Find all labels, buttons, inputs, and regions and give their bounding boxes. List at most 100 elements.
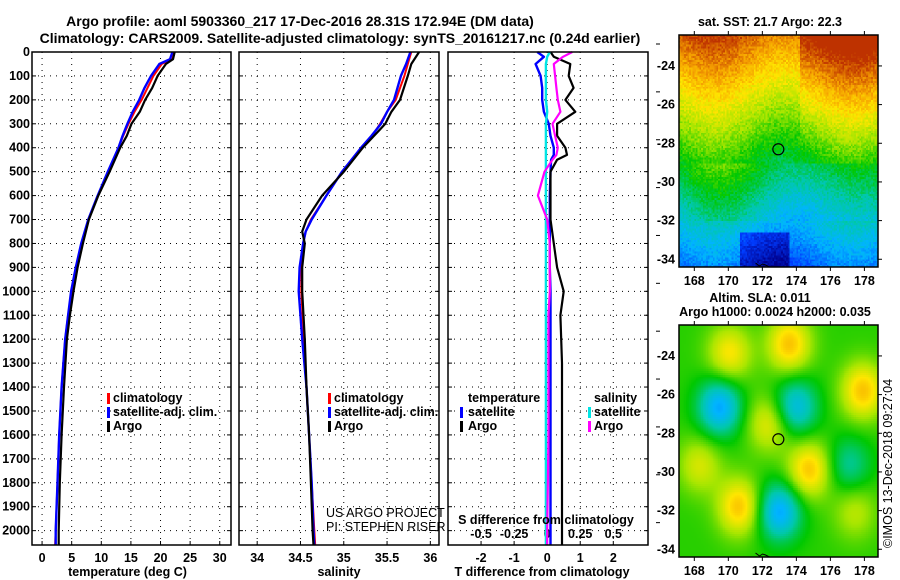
- float-location-marker: [772, 143, 785, 156]
- y-tick-label: 2000: [2, 524, 30, 538]
- x-tick-label: 35: [337, 551, 351, 565]
- x-axis-label: salinity: [317, 565, 360, 579]
- lat-tick-label: -34: [657, 542, 675, 556]
- lon-tick-label: 174: [786, 564, 807, 578]
- coastline: [755, 552, 770, 558]
- lat-tick-label: -24: [657, 349, 675, 363]
- lat-tick-label: -26: [657, 388, 675, 402]
- difference-panel: -2 -1 0 1 2-0.5 -0.25 0 0.25 0.5T difference fro…: [447, 43, 660, 579]
- salinity-panel: 34 34.5 35 35.5 36 salinity: [238, 51, 440, 579]
- series-line-climatology: [300, 51, 413, 546]
- s-diff-tick-label: 0.5: [605, 527, 622, 541]
- map-axes: 168 170 172 174 176 178 -24 -26 -28 -30 -32 -34: [657, 321, 882, 578]
- legend-label-t-satellite: satellite: [468, 405, 515, 419]
- lon-tick-label: 168: [684, 564, 705, 578]
- title-line-1: Argo profile: aoml 5903360_217 17-Dec-20…: [66, 13, 534, 29]
- lon-tick-label: 176: [820, 274, 841, 288]
- lat-tick-label: -26: [657, 98, 675, 112]
- x-tick-label: 15: [124, 551, 138, 565]
- x-tick-label: 35.5: [375, 551, 399, 565]
- lon-tick-label: 172: [752, 274, 773, 288]
- series-line-satellite-adj-clim-: [297, 51, 412, 546]
- x-tick-label: 34.5: [288, 551, 312, 565]
- legend-header-salinity: salinity: [594, 391, 637, 405]
- series-line-t-argo: [549, 51, 577, 545]
- lat-tick-label: -30: [657, 465, 675, 479]
- temperature-legend: climatology satellite-adj. clim. Argo: [107, 391, 217, 433]
- legend-label-climatology: climatology: [113, 391, 183, 405]
- difference-legend: temperature satellite Argo salinity sate…: [460, 391, 641, 433]
- y-tick-label: 700: [9, 213, 30, 227]
- legend-label-argo: Argo: [334, 419, 364, 433]
- x-tick-label: 1: [577, 551, 584, 565]
- x-tick-label: 2: [610, 551, 617, 565]
- lon-tick-label: 176: [820, 564, 841, 578]
- plot-frame: [238, 51, 440, 546]
- lon-tick-label: 172: [752, 564, 773, 578]
- x-tick-label: 0: [544, 551, 551, 565]
- series-line-s-satellite: [544, 51, 551, 545]
- series-line-s-argo: [536, 51, 573, 545]
- title-line-2: Climatology: CARS2009. Satellite-adjuste…: [40, 30, 641, 46]
- plot-frame: [31, 51, 232, 546]
- legend-swatch-argo: [107, 421, 110, 432]
- y-tick-label: 1900: [2, 500, 30, 514]
- legend-swatch-climatology: [107, 393, 110, 404]
- x-axis-label: T difference from climatology: [454, 565, 629, 579]
- series-line-argo: [301, 51, 421, 546]
- legend-swatch-s-argo: [588, 421, 591, 432]
- x-tick-label: -1: [509, 551, 520, 565]
- x-tick-label: 0: [39, 551, 46, 565]
- y-tick-label: 500: [9, 165, 30, 179]
- legend-label-climatology: climatology: [334, 391, 404, 405]
- legend-label-argo: Argo: [113, 419, 143, 433]
- legend-swatch-argo: [328, 421, 331, 432]
- map-axes: 168 170 172 174 176 178 -24 -26 -28 -30 -32 -34: [657, 31, 882, 288]
- map-frame: [678, 324, 879, 558]
- legend-header-temperature: temperature: [468, 391, 540, 405]
- legend-label-t-argo: Argo: [468, 419, 498, 433]
- sst-map-title: sat. SST: 21.7 Argo: 22.3: [698, 15, 842, 29]
- x-tick-label: 34: [250, 551, 264, 565]
- credit-line-2: PI: STEPHEN RISER: [326, 520, 445, 534]
- y-tick-label: 600: [9, 189, 30, 203]
- temperature-panel: 0100200300400500600700800900100011001200…: [2, 45, 232, 579]
- imos-footer: ©IMOS 13-Dec-2018 09:27:04: [881, 379, 895, 548]
- x-tick-label: 36: [423, 551, 437, 565]
- legend-label-satellite: satellite-adj. clim.: [113, 405, 217, 419]
- y-tick-label: 1200: [2, 332, 30, 346]
- lon-tick-label: 178: [854, 564, 875, 578]
- y-tick-label: 900: [9, 260, 30, 274]
- x-tick-label: -2: [475, 551, 486, 565]
- y-tick-label: 1500: [2, 404, 30, 418]
- legend-swatch-s-satellite: [588, 407, 591, 418]
- legend-swatch-t-argo: [460, 421, 463, 432]
- y-tick-label: 300: [9, 117, 30, 131]
- y-tick-label: 1600: [2, 428, 30, 442]
- sla-map-title-2: Argo h1000: 0.0024 h2000: 0.035: [679, 305, 871, 319]
- lat-tick-label: -34: [657, 252, 675, 266]
- s-diff-tick-label: 0.25: [568, 527, 592, 541]
- legend-swatch-satellite: [328, 407, 331, 418]
- lon-tick-label: 170: [718, 564, 739, 578]
- lon-tick-label: 174: [786, 274, 807, 288]
- lat-tick-label: -32: [657, 214, 675, 228]
- x-tick-label: 20: [154, 551, 168, 565]
- y-tick-label: 1400: [2, 380, 30, 394]
- s-diff-tick-label: -0.5: [470, 527, 492, 541]
- lat-tick-label: -28: [657, 136, 675, 150]
- y-tick-label: 100: [9, 69, 30, 83]
- legend-swatch-satellite: [107, 407, 110, 418]
- lat-tick-label: -28: [657, 426, 675, 440]
- y-tick-label: 1700: [2, 452, 30, 466]
- credit-line-1: US ARGO PROJECT: [326, 506, 445, 520]
- y-tick-label: 1000: [2, 284, 30, 298]
- x-tick-label: 30: [213, 551, 227, 565]
- legend-label-satellite: satellite-adj. clim.: [334, 405, 438, 419]
- salinity-legend: climatology satellite-adj. clim. Argo: [328, 391, 438, 433]
- float-location-marker: [772, 433, 785, 446]
- lat-tick-label: -30: [657, 175, 675, 189]
- s-diff-tick-label: -0.25: [500, 527, 529, 541]
- y-tick-label: 1100: [3, 308, 30, 322]
